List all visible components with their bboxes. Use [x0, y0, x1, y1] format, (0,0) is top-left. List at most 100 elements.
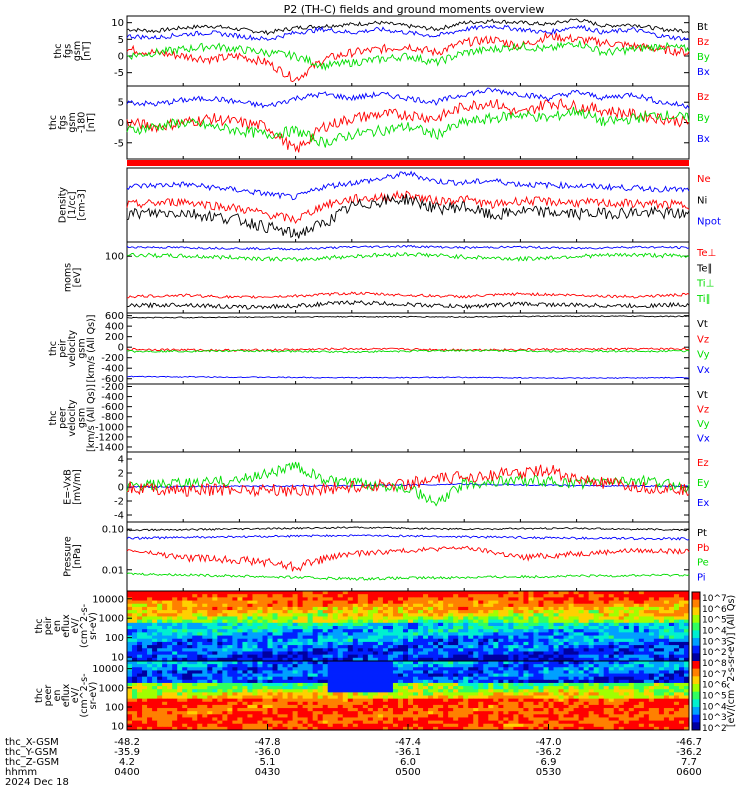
spectrogram-cell [638, 670, 645, 674]
spectrogram-cell [418, 676, 424, 681]
spectrogram-cell [357, 673, 364, 678]
spectrogram-cell [678, 673, 685, 678]
spectrogram-cell [578, 603, 585, 608]
spectrogram-cell [347, 682, 354, 687]
spectrogram-cell [187, 695, 193, 700]
spectrogram-cell [282, 670, 288, 674]
y-axis-label: moms [62, 263, 73, 292]
spectrogram-cell [448, 673, 454, 678]
spectrogram-cell [423, 603, 429, 608]
spectrogram-cell [683, 676, 690, 681]
y-tick-label: 100 [105, 633, 124, 644]
spectrogram-cell [433, 661, 439, 665]
spectrogram-cell [633, 676, 640, 681]
spectrogram-cell [578, 714, 585, 718]
spectrogram-cell [568, 657, 574, 662]
spectrogram-cell [603, 648, 610, 652]
spectrogram-cell [127, 610, 133, 614]
spectrogram-cell [623, 616, 630, 621]
spectrogram-cell [162, 616, 168, 621]
spectrogram-cell [633, 597, 640, 601]
spectrogram-cell [463, 664, 469, 668]
spectrogram-cell [142, 654, 148, 659]
spectrogram-cell [558, 600, 564, 605]
spectrogram-cell [563, 591, 569, 595]
spectrogram-cell [483, 717, 489, 721]
spectrogram-cell [468, 606, 474, 611]
spectrogram-cell [453, 667, 459, 671]
spectrogram-cell [352, 708, 359, 712]
spectrogram-cell [402, 708, 409, 712]
spectrogram-cell [448, 679, 454, 684]
y-axis-label: thc [34, 619, 45, 634]
spectrogram-cell [663, 717, 670, 721]
spectrogram-cell [513, 641, 519, 646]
spectrogram-cell [387, 717, 394, 721]
spectrogram-cell [683, 594, 690, 598]
spectrogram-cell [423, 654, 429, 659]
spectrogram-cell [197, 673, 203, 678]
spectrogram-cell [382, 714, 389, 718]
spectrogram-cell [377, 698, 384, 703]
spectrogram-cell [508, 664, 514, 668]
spectrogram-cell [593, 692, 600, 696]
spectrogram-cell [663, 648, 670, 652]
spectrogram-cell [418, 698, 424, 703]
y-tick-label: -2 [114, 497, 124, 508]
spectrogram-cell [423, 610, 429, 614]
spectrogram-cell [277, 720, 283, 725]
spectrogram-cell [418, 708, 424, 712]
spectrogram-cell [187, 613, 193, 617]
spectrogram-cell [187, 626, 193, 630]
spectrogram-cell [573, 692, 580, 696]
spectrogram-cell [558, 711, 564, 715]
spectrogram-cell [663, 632, 670, 636]
y-axis-label: gsm [72, 41, 83, 61]
spectrogram-cell [352, 622, 359, 627]
spectrogram-cell [503, 657, 509, 662]
spectrogram-cell [618, 591, 625, 595]
spectrogram-cell [197, 641, 203, 646]
spectrogram-cell [558, 708, 564, 712]
spectrogram-cell [508, 597, 514, 601]
spectrogram-cell [453, 711, 459, 715]
spectrogram-cell [222, 632, 228, 636]
spectrogram-cell [177, 619, 183, 624]
spectrogram-cell [563, 717, 569, 721]
spectrogram-cell [272, 635, 278, 640]
spectrogram-cell [483, 708, 489, 712]
spectrogram-cell [538, 695, 544, 700]
spectrogram-cell [413, 714, 419, 718]
spectrogram-cell [628, 692, 635, 696]
spectrogram-cell [327, 645, 334, 649]
spectrogram-cell [152, 698, 158, 703]
spectrogram-cell [613, 613, 620, 617]
spectrogram-cell [528, 654, 534, 659]
spectrogram-cell [382, 664, 389, 668]
spectrogram-cell [658, 594, 665, 598]
spectrogram-cell [583, 682, 590, 687]
spectrogram-cell [287, 720, 293, 725]
spectrogram-cell [548, 670, 554, 674]
spectrogram-cell [357, 657, 364, 662]
spectrogram-cell [538, 597, 544, 601]
spectrogram-cell [638, 667, 645, 671]
spectrogram-cell [167, 610, 173, 614]
spectrogram-cell [498, 610, 504, 614]
spectrogram-cell [157, 695, 163, 700]
spectrogram-cell [352, 689, 359, 693]
spectrogram-cell [673, 594, 680, 598]
spectrogram-cell [247, 698, 253, 703]
spectrogram-cell [543, 704, 549, 709]
spectrogram-cell [528, 698, 534, 703]
spectrogram-cell [207, 661, 213, 665]
spectrogram-cell [367, 597, 374, 601]
spectrogram-cell [347, 692, 354, 696]
spectrogram-cell [332, 670, 339, 674]
spectrogram-cell [493, 661, 499, 665]
spectrogram-cell [473, 717, 479, 721]
series-line-Ti∥ [126, 251, 690, 262]
spectrogram-cell [588, 711, 595, 715]
spectrogram-cell [392, 720, 399, 725]
spectrogram-cell [448, 629, 454, 633]
